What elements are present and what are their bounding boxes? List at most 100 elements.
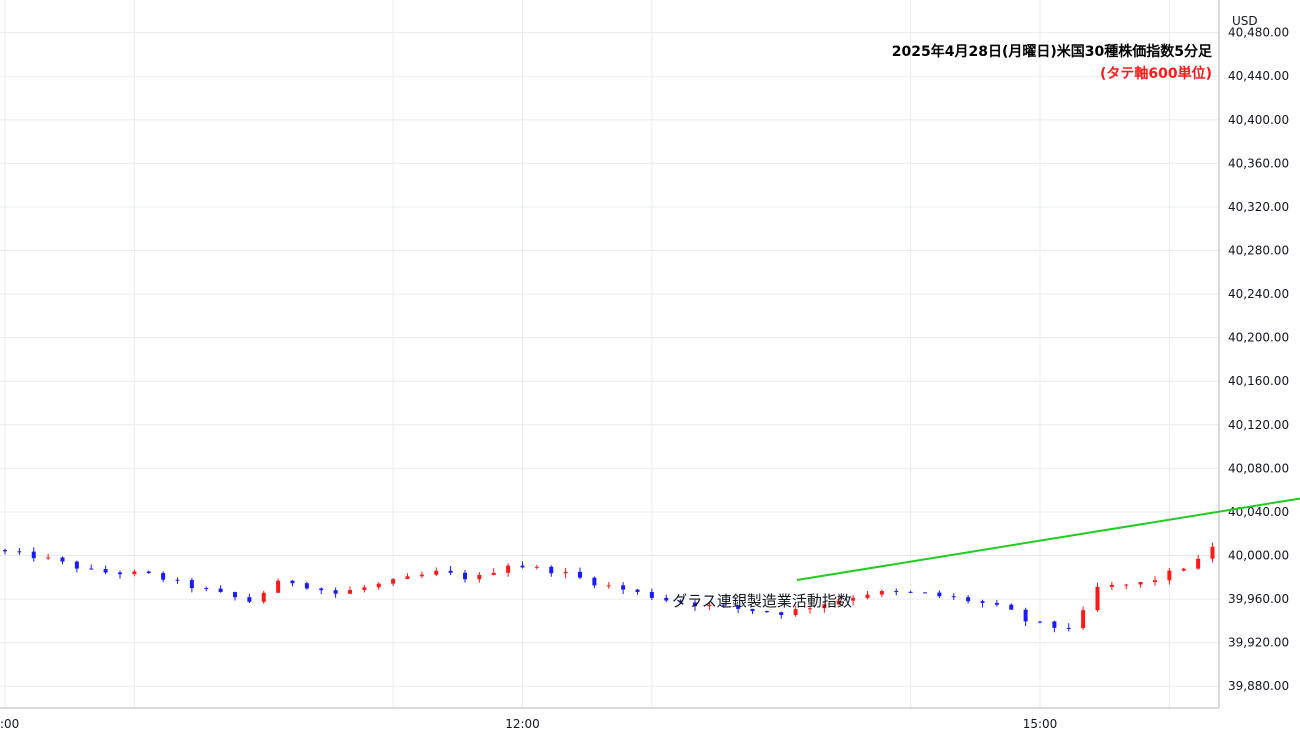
- y-tick-label: 39,960.00: [1228, 592, 1289, 606]
- y-tick-label: 40,400.00: [1228, 113, 1289, 127]
- y-tick-label: 40,000.00: [1228, 549, 1289, 563]
- candle-down: [146, 571, 151, 574]
- chart-title: 2025年4月28日(月曜日)米国30種株価指数5分足: [892, 43, 1213, 60]
- y-tick-label: 40,240.00: [1228, 287, 1289, 301]
- candle-down: [218, 588, 223, 593]
- candle-up: [132, 571, 137, 575]
- y-tick-label: 40,040.00: [1228, 505, 1289, 519]
- candle-up: [405, 576, 410, 580]
- candle-up: [376, 583, 381, 588]
- candle-up: [276, 580, 281, 593]
- candle-up: [362, 587, 367, 590]
- currency-label[interactable]: USD: [1232, 14, 1258, 28]
- candle-down: [578, 571, 582, 578]
- candle-down: [333, 590, 338, 594]
- candle-up: [563, 571, 568, 574]
- candle-down: [161, 573, 166, 580]
- candle-down: [764, 611, 769, 613]
- y-tick-label: 39,920.00: [1228, 636, 1289, 650]
- candle-up: [419, 574, 424, 577]
- y-tick-label: 40,080.00: [1228, 461, 1289, 475]
- candle-up: [1095, 586, 1100, 611]
- candle-down: [89, 568, 94, 570]
- candle-down: [664, 597, 669, 601]
- y-tick-label: 40,320.00: [1228, 200, 1289, 214]
- candle-down: [319, 588, 324, 591]
- candle-up: [606, 585, 611, 587]
- candle-down: [549, 566, 554, 574]
- candle-up: [1138, 582, 1143, 585]
- candle-down: [31, 551, 36, 559]
- candle-down: [894, 591, 899, 593]
- candle-down: [1038, 621, 1042, 623]
- candle-down: [189, 580, 194, 589]
- candle-down: [736, 605, 741, 609]
- candle-up: [391, 579, 396, 584]
- x-tick-label: 12:00: [505, 717, 540, 731]
- candle-down: [721, 604, 726, 606]
- candle-up: [348, 589, 352, 594]
- candle-down: [779, 612, 784, 616]
- candle-down: [966, 597, 971, 602]
- candle-up: [1210, 546, 1215, 559]
- price-axis[interactable]: 40,480.00 40,440.00 40,400.00 40,360.00 40,3…: [1228, 26, 1289, 694]
- candle-up: [1124, 584, 1129, 586]
- candle-down: [118, 572, 122, 575]
- candle-down: [750, 608, 755, 612]
- candle-down: [649, 591, 654, 598]
- candle-down: [290, 580, 295, 584]
- candle-down: [994, 602, 999, 605]
- annotation-label: ダラス連銀製造業活動指数: [672, 592, 852, 610]
- candle-up: [822, 604, 827, 609]
- y-tick-label: 40,120.00: [1228, 418, 1289, 432]
- x-tick-label: 15:00: [1023, 717, 1058, 731]
- y-tick-label: 39,880.00: [1228, 679, 1289, 693]
- candle-up: [534, 566, 539, 568]
- candle-down: [74, 561, 79, 569]
- candle-down: [693, 602, 697, 607]
- candle-up: [1167, 570, 1172, 581]
- x-tick-label: :00: [0, 717, 19, 731]
- candle-up: [46, 557, 51, 559]
- candle-up: [1196, 558, 1201, 569]
- y-tick-label: 40,480.00: [1228, 26, 1289, 40]
- candle-up: [836, 600, 841, 605]
- candle-down: [175, 579, 180, 581]
- y-tick-label: 40,160.00: [1228, 374, 1289, 388]
- candle-down: [621, 585, 626, 590]
- candle-up: [1181, 568, 1186, 571]
- candle-down: [635, 589, 640, 592]
- candle-up: [707, 604, 712, 607]
- candle-up: [865, 594, 870, 598]
- candle-down: [908, 591, 913, 593]
- candle-down: [233, 592, 237, 598]
- candle-down: [1009, 604, 1014, 610]
- y-tick-label: 40,200.00: [1228, 331, 1289, 345]
- candle-down: [1066, 627, 1071, 629]
- candle-up: [506, 565, 511, 573]
- candle-up: [491, 572, 496, 575]
- annotation-leader-line: [796, 497, 1300, 581]
- candle-down: [951, 596, 956, 598]
- chart-subtitle: (タテ軸600単位): [1100, 65, 1212, 82]
- grid-layer: [0, 0, 1219, 708]
- candle-down: [937, 592, 942, 597]
- candle-down: [448, 570, 453, 573]
- y-tick-label: 40,280.00: [1228, 244, 1289, 258]
- candle-down: [304, 583, 309, 589]
- candle-down: [1052, 621, 1057, 628]
- candle-up: [261, 592, 266, 602]
- candle-up: [434, 570, 439, 575]
- candle-down: [463, 572, 467, 580]
- y-tick-label: 40,440.00: [1228, 69, 1289, 83]
- candle-down: [678, 600, 683, 603]
- candle-up: [1081, 610, 1086, 628]
- candle-down: [204, 588, 209, 590]
- candle-up: [1153, 580, 1157, 583]
- candle-down: [103, 569, 108, 573]
- candle-down: [17, 551, 22, 553]
- candle-down: [60, 557, 65, 562]
- candle-down: [520, 565, 525, 568]
